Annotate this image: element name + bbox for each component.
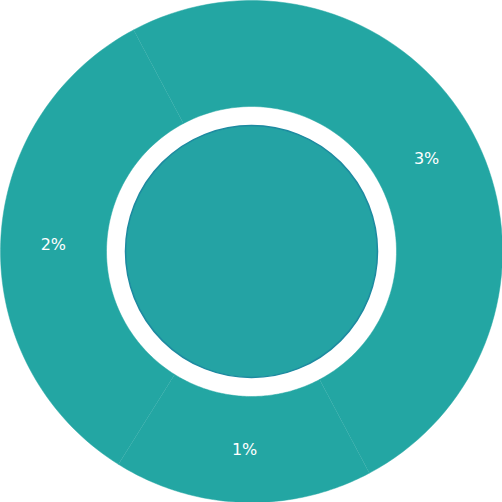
svg-text:3%: 3% bbox=[414, 149, 439, 168]
svg-text:1%: 1% bbox=[232, 440, 257, 459]
svg-text:2%: 2% bbox=[41, 235, 66, 254]
